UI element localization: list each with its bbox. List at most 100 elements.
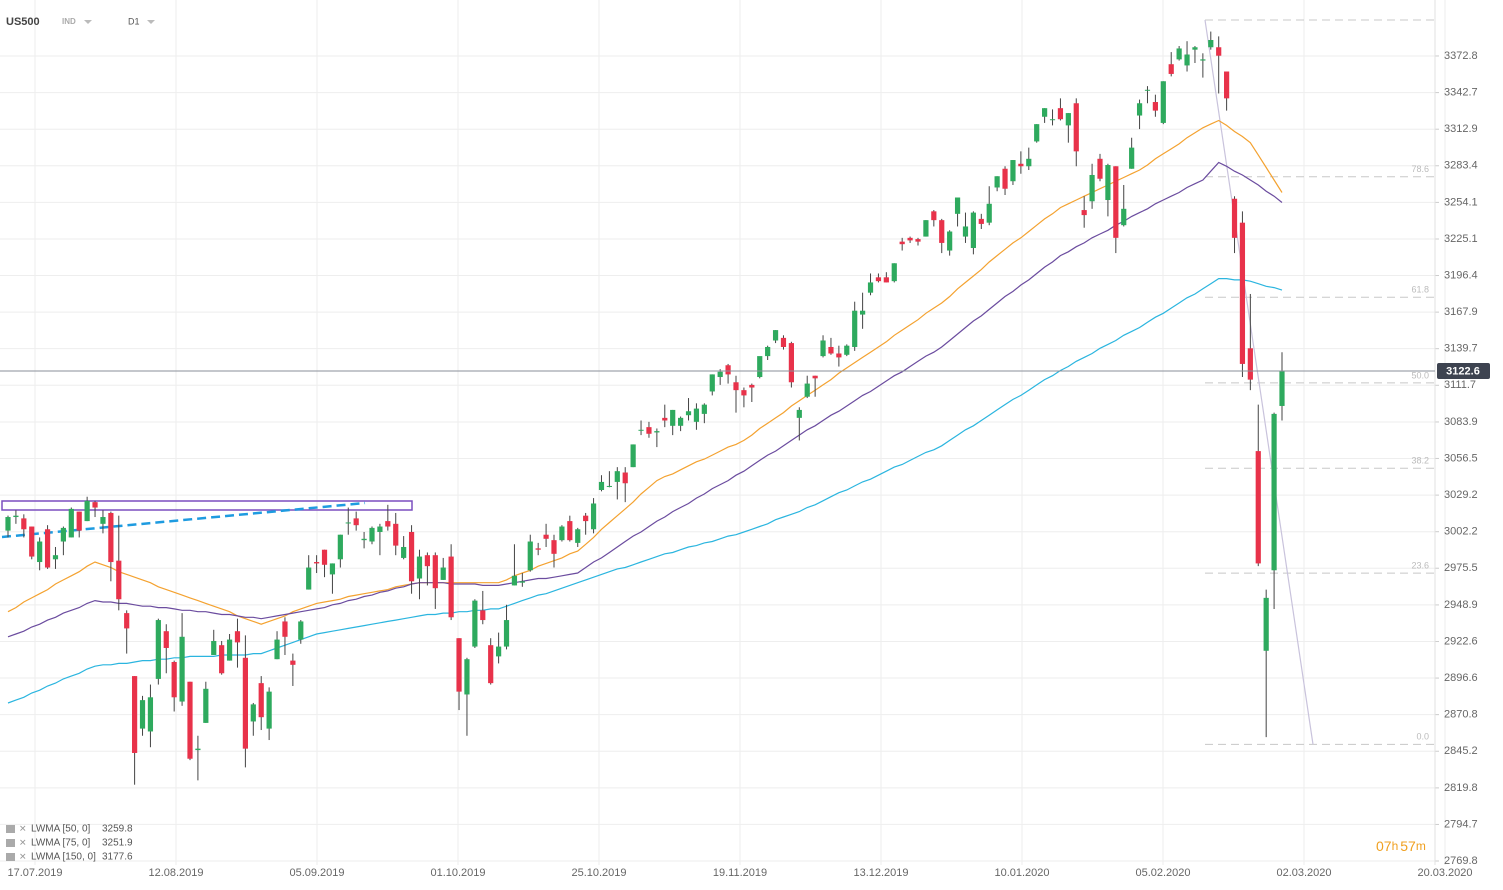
y-tick-label: 3254.1	[1444, 196, 1478, 208]
candle-body	[432, 555, 438, 589]
candle-body	[290, 660, 296, 665]
y-tick-label: 3196.4	[1444, 269, 1478, 281]
candle-body	[701, 404, 707, 414]
candle-body	[1113, 166, 1119, 238]
candle-body	[646, 427, 652, 434]
candle-body	[899, 241, 905, 245]
candle-body	[464, 659, 470, 695]
y-tick-label: 3225.1	[1444, 233, 1478, 245]
x-tick-label: 17.07.2019	[7, 867, 62, 879]
candle-body	[867, 282, 874, 293]
y-tick-label: 3342.7	[1444, 87, 1478, 99]
countdown-minutes: 57	[1400, 838, 1416, 854]
candle-body	[179, 636, 185, 702]
candles	[5, 31, 1285, 785]
y-tick-label: 3372.8	[1444, 50, 1478, 62]
fib-level-label: 23.6	[1411, 561, 1429, 571]
candle-body	[551, 540, 557, 554]
candle-body	[836, 353, 842, 358]
candle-body	[662, 417, 668, 421]
legend-value: 3251.9	[102, 838, 133, 849]
candle-body	[860, 310, 866, 315]
candle-body	[488, 645, 494, 684]
legend-icon	[6, 839, 15, 847]
y-tick-label: 2975.5	[1444, 562, 1478, 574]
fib-level-label: 0.0	[1416, 732, 1429, 742]
candle-body	[266, 691, 272, 729]
candle-body	[306, 567, 312, 590]
candle-body	[820, 340, 826, 357]
candle-body	[606, 485, 612, 487]
candle-body	[970, 212, 976, 248]
y-tick-label: 2794.7	[1444, 818, 1478, 830]
fib-level-label: 50.0	[1411, 370, 1429, 380]
candle-body	[939, 220, 945, 243]
candle-body	[717, 371, 723, 378]
y-tick-label: 3283.4	[1444, 160, 1478, 172]
candle-body	[638, 429, 644, 431]
candle-body	[947, 231, 953, 251]
candle-body	[408, 531, 415, 582]
candle-body	[614, 471, 620, 482]
candle-body	[108, 512, 114, 563]
candle-body	[590, 503, 597, 530]
candle-body	[52, 555, 59, 560]
candle-body	[250, 704, 256, 722]
candle-body	[1144, 89, 1151, 91]
timeframe-caret[interactable]	[147, 20, 155, 24]
candle-body	[1247, 348, 1253, 380]
candle-body	[242, 657, 248, 749]
candle-body	[132, 676, 138, 753]
candle-body	[1160, 81, 1166, 123]
ma-line	[7, 119, 1283, 625]
candle-body	[733, 382, 739, 391]
legend-value: 3259.8	[102, 824, 133, 835]
market-caret[interactable]	[84, 20, 92, 24]
x-tick-label: 13.12.2019	[853, 867, 908, 879]
y-tick-label: 3083.9	[1444, 416, 1478, 428]
x-tick-label: 05.09.2019	[289, 867, 344, 879]
candle-body	[1231, 198, 1238, 238]
y-tick-label: 3139.7	[1444, 343, 1478, 355]
candle-body	[527, 541, 533, 571]
candle-body	[171, 662, 177, 698]
candle-body	[757, 356, 763, 378]
candle-body	[393, 523, 399, 546]
x-tick-label: 25.10.2019	[571, 867, 626, 879]
candle-body	[234, 631, 241, 643]
y-tick-label: 3056.5	[1444, 452, 1478, 464]
countdown-hours-unit: h	[1392, 839, 1399, 853]
x-tick-label: 20.03.2020	[1417, 867, 1472, 879]
candle-body	[1073, 103, 1079, 152]
candle-body	[361, 538, 367, 541]
y-tick-label: 3002.2	[1444, 526, 1478, 538]
candle-body	[321, 549, 328, 565]
candle-body	[1200, 59, 1206, 61]
candle-body	[1184, 54, 1190, 66]
candle-body	[1010, 160, 1016, 182]
candle-body	[203, 688, 209, 723]
candle-body	[1255, 451, 1261, 564]
y-tick-label: 3029.2	[1444, 489, 1478, 501]
candle-body	[139, 700, 146, 729]
market[interactable]: IND	[62, 17, 76, 26]
last-price-box	[1437, 362, 1490, 379]
candle-body	[954, 197, 961, 214]
candle-body	[1097, 158, 1103, 179]
grid	[0, 0, 1446, 865]
legend-close: ✕	[19, 837, 27, 847]
legend-close: ✕	[19, 851, 27, 861]
candle-body	[337, 534, 343, 560]
candle-body	[274, 639, 280, 660]
candle-body	[345, 522, 351, 524]
candle-body	[219, 645, 225, 674]
timeframe[interactable]: D1	[128, 16, 140, 26]
candle-body	[314, 562, 320, 564]
candle-body	[1279, 370, 1285, 406]
candle-body	[511, 575, 518, 586]
candle-body	[962, 226, 969, 237]
legend: ✕ LWMA [50, 0] 3259.8 ✕ LWMA [75, 0] 3251.9 ✕ L…	[6, 823, 133, 863]
candle-body	[496, 646, 502, 657]
candle-body	[5, 517, 11, 531]
